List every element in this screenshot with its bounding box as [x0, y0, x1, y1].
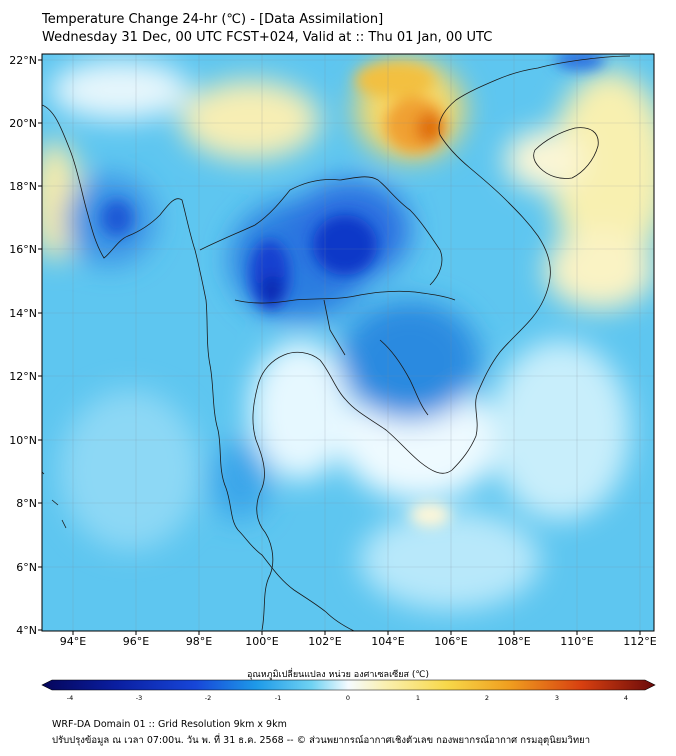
colorbar: [41, 679, 656, 691]
lat-tick-label: 10°N: [9, 434, 37, 447]
lon-tick-label: 108°E: [497, 635, 530, 648]
lon-tick-label: 110°E: [560, 635, 593, 648]
colorbar-label: อุณหภูมิเปลี่ยนแปลง หน่วย องศาเซลเซียส (…: [246, 670, 430, 680]
lat-tick-label: 8°N: [16, 497, 37, 510]
lon-tick-label: 102°E: [308, 635, 341, 648]
footer-credit: ปรับปรุงข้อมูล ณ เวลา 07:00น. วัน พ. ที่…: [52, 735, 591, 746]
lat-tick-label: 6°N: [16, 561, 37, 574]
coastlines: [42, 55, 631, 631]
lon-tick-label: 112°E: [623, 635, 656, 648]
footer-model-info: WRF-DA Domain 01 :: Grid Resolution 9km …: [52, 719, 287, 730]
colorbar-tick: -2: [205, 694, 211, 702]
lat-tick-label: 12°N: [9, 370, 37, 383]
lon-tick-label: 96°E: [123, 635, 149, 648]
lon-tick-label: 100°E: [245, 635, 278, 648]
map-subtitle: Wednesday 31 Dec, 00 UTC FCST+024, Valid…: [42, 30, 493, 45]
colorbar-tick: 0: [346, 694, 350, 702]
lat-tick-label: 22°N: [9, 54, 37, 67]
colorbar-tick: 3: [555, 694, 559, 702]
lon-tick-label: 94°E: [60, 635, 86, 648]
graticule: [42, 54, 654, 631]
lat-tick-label: 14°N: [9, 307, 37, 320]
lat-tick-label: 4°N: [16, 624, 37, 637]
lon-tick-label: 106°E: [434, 635, 467, 648]
lat-tick-label: 20°N: [9, 117, 37, 130]
lat-tick-label: 16°N: [9, 243, 37, 256]
colorbar-tick: 4: [624, 694, 628, 702]
lon-tick-label: 98°E: [186, 635, 212, 648]
tick-marks: [38, 59, 641, 635]
colorbar-tick: 2: [485, 694, 489, 702]
temperature-field: [42, 54, 654, 631]
map-frame: [41, 53, 655, 632]
colorbar-tick: -1: [275, 694, 281, 702]
lat-tick-label: 18°N: [9, 180, 37, 193]
colorbar-tick: -4: [67, 694, 73, 702]
colorbar-tick: 1: [416, 694, 420, 702]
map-title: Temperature Change 24-hr (℃) - [Data Ass…: [42, 12, 384, 27]
lon-tick-label: 104°E: [371, 635, 404, 648]
colorbar-tick: -3: [136, 694, 142, 702]
